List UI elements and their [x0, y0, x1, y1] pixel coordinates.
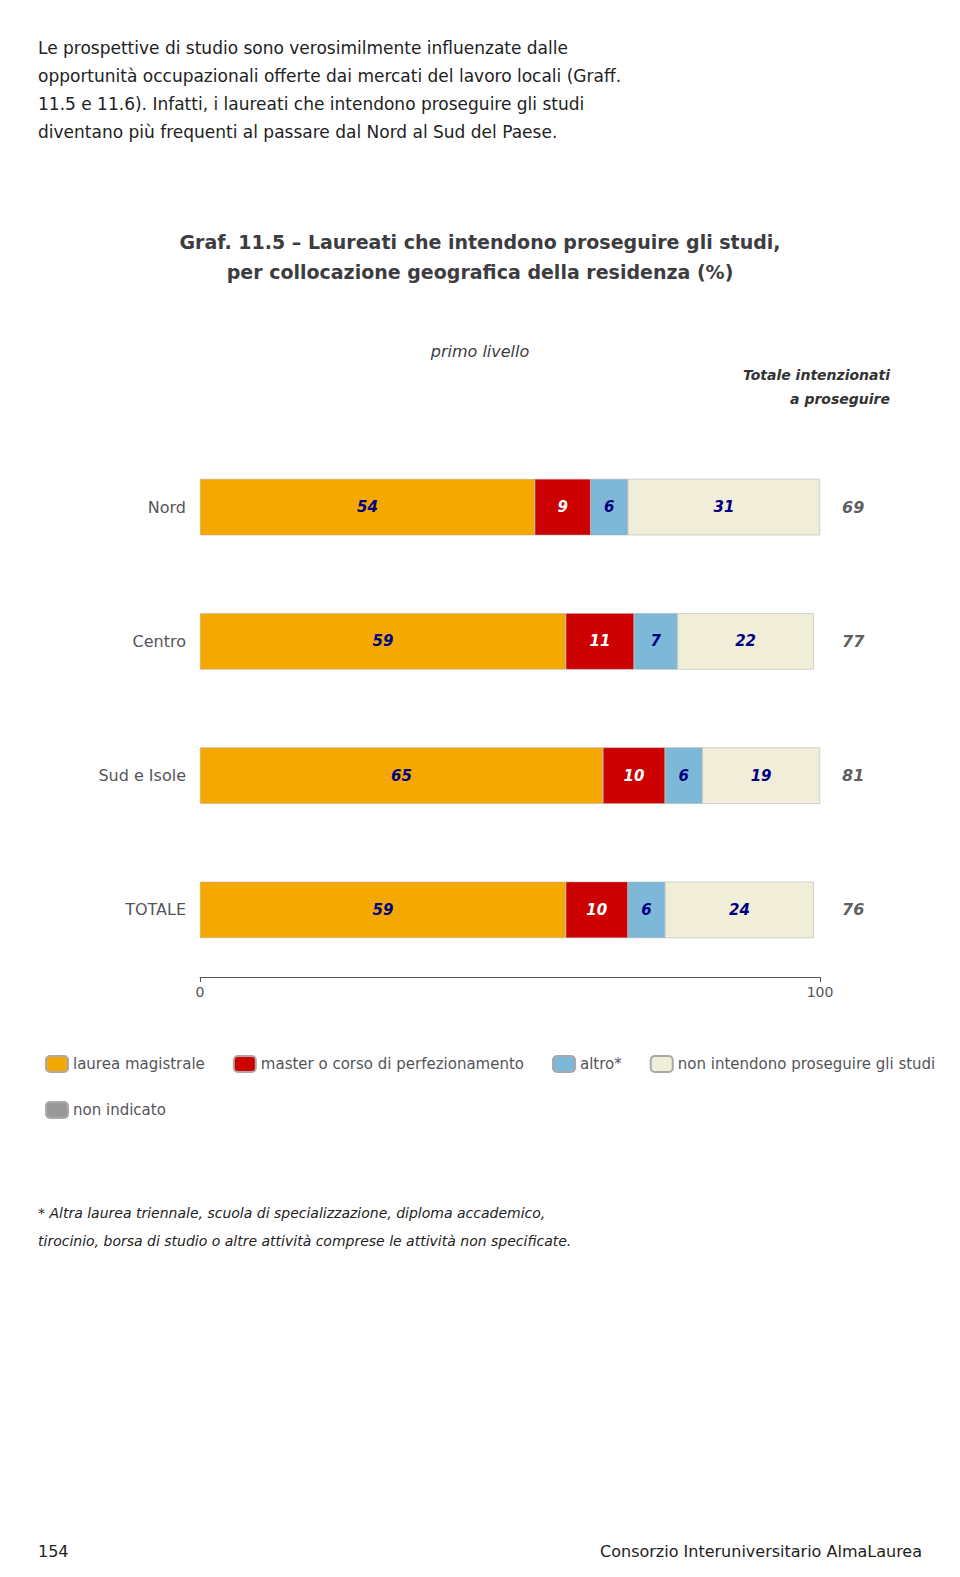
- svg-text:master o corso di perfezioname: master o corso di perfezionamento: [261, 1055, 524, 1073]
- svg-text:diventano più frequenti al pas: diventano più frequenti al passare dal N…: [38, 122, 557, 142]
- svg-text:54: 54: [357, 498, 378, 516]
- svg-text:non indicato: non indicato: [73, 1101, 166, 1119]
- svg-text:65: 65: [391, 767, 412, 785]
- svg-text:9: 9: [557, 498, 567, 516]
- svg-text:Consorzio Interuniversitario A: Consorzio Interuniversitario AlmaLaurea: [600, 1542, 922, 1561]
- svg-text:81: 81: [842, 766, 864, 785]
- svg-text:59: 59: [372, 632, 393, 650]
- svg-text:opportunità occupazionali offe: opportunità occupazionali offerte dai me…: [38, 66, 621, 86]
- svg-text:100: 100: [807, 984, 834, 1000]
- svg-text:69: 69: [842, 498, 864, 517]
- svg-text:6: 6: [604, 498, 614, 516]
- svg-text:Le prospettive di studio sono: Le prospettive di studio sono verosimilm…: [38, 38, 568, 58]
- svg-text:altro*: altro*: [580, 1055, 622, 1073]
- svg-text:laurea magistrale: laurea magistrale: [73, 1055, 205, 1073]
- svg-text:11.5 e 11.6). Infatti, i laure: 11.5 e 11.6). Infatti, i laureati che in…: [38, 94, 584, 114]
- svg-text:6: 6: [678, 767, 688, 785]
- svg-text:22: 22: [735, 632, 756, 650]
- svg-text:primo livello: primo livello: [430, 342, 530, 361]
- svg-text:77: 77: [842, 632, 865, 651]
- svg-text:* Altra laurea triennale, scuo: * Altra laurea triennale, scuola di spec…: [38, 1205, 545, 1221]
- svg-text:59: 59: [372, 901, 393, 919]
- svg-text:TOTALE: TOTALE: [124, 900, 186, 919]
- svg-text:tirocinio, borsa di studio o a: tirocinio, borsa di studio o altre attiv…: [38, 1233, 571, 1249]
- svg-text:24: 24: [729, 901, 750, 919]
- svg-text:10: 10: [586, 901, 607, 919]
- svg-text:Centro: Centro: [133, 632, 186, 651]
- svg-text:19: 19: [751, 767, 772, 785]
- svg-text:10: 10: [624, 767, 645, 785]
- svg-text:Totale intenzionati: Totale intenzionati: [743, 367, 890, 383]
- svg-text:Graf. 11.5 – Laureati che inte: Graf. 11.5 – Laureati che intendono pros…: [179, 231, 780, 253]
- svg-text:a proseguire: a proseguire: [790, 391, 890, 407]
- svg-text:154: 154: [38, 1542, 69, 1561]
- svg-text:31: 31: [713, 498, 734, 516]
- svg-text:76: 76: [842, 900, 864, 919]
- svg-text:7: 7: [650, 632, 661, 650]
- svg-text:Nord: Nord: [148, 498, 186, 517]
- svg-text:non intendono proseguire gli s: non intendono proseguire gli studi: [678, 1055, 936, 1073]
- svg-text:11: 11: [589, 632, 610, 650]
- svg-text:per collocazione geografica de: per collocazione geografica della reside…: [227, 261, 734, 283]
- svg-text:6: 6: [641, 901, 651, 919]
- svg-text:Sud e Isole: Sud e Isole: [98, 766, 186, 785]
- svg-text:0: 0: [196, 984, 205, 1000]
